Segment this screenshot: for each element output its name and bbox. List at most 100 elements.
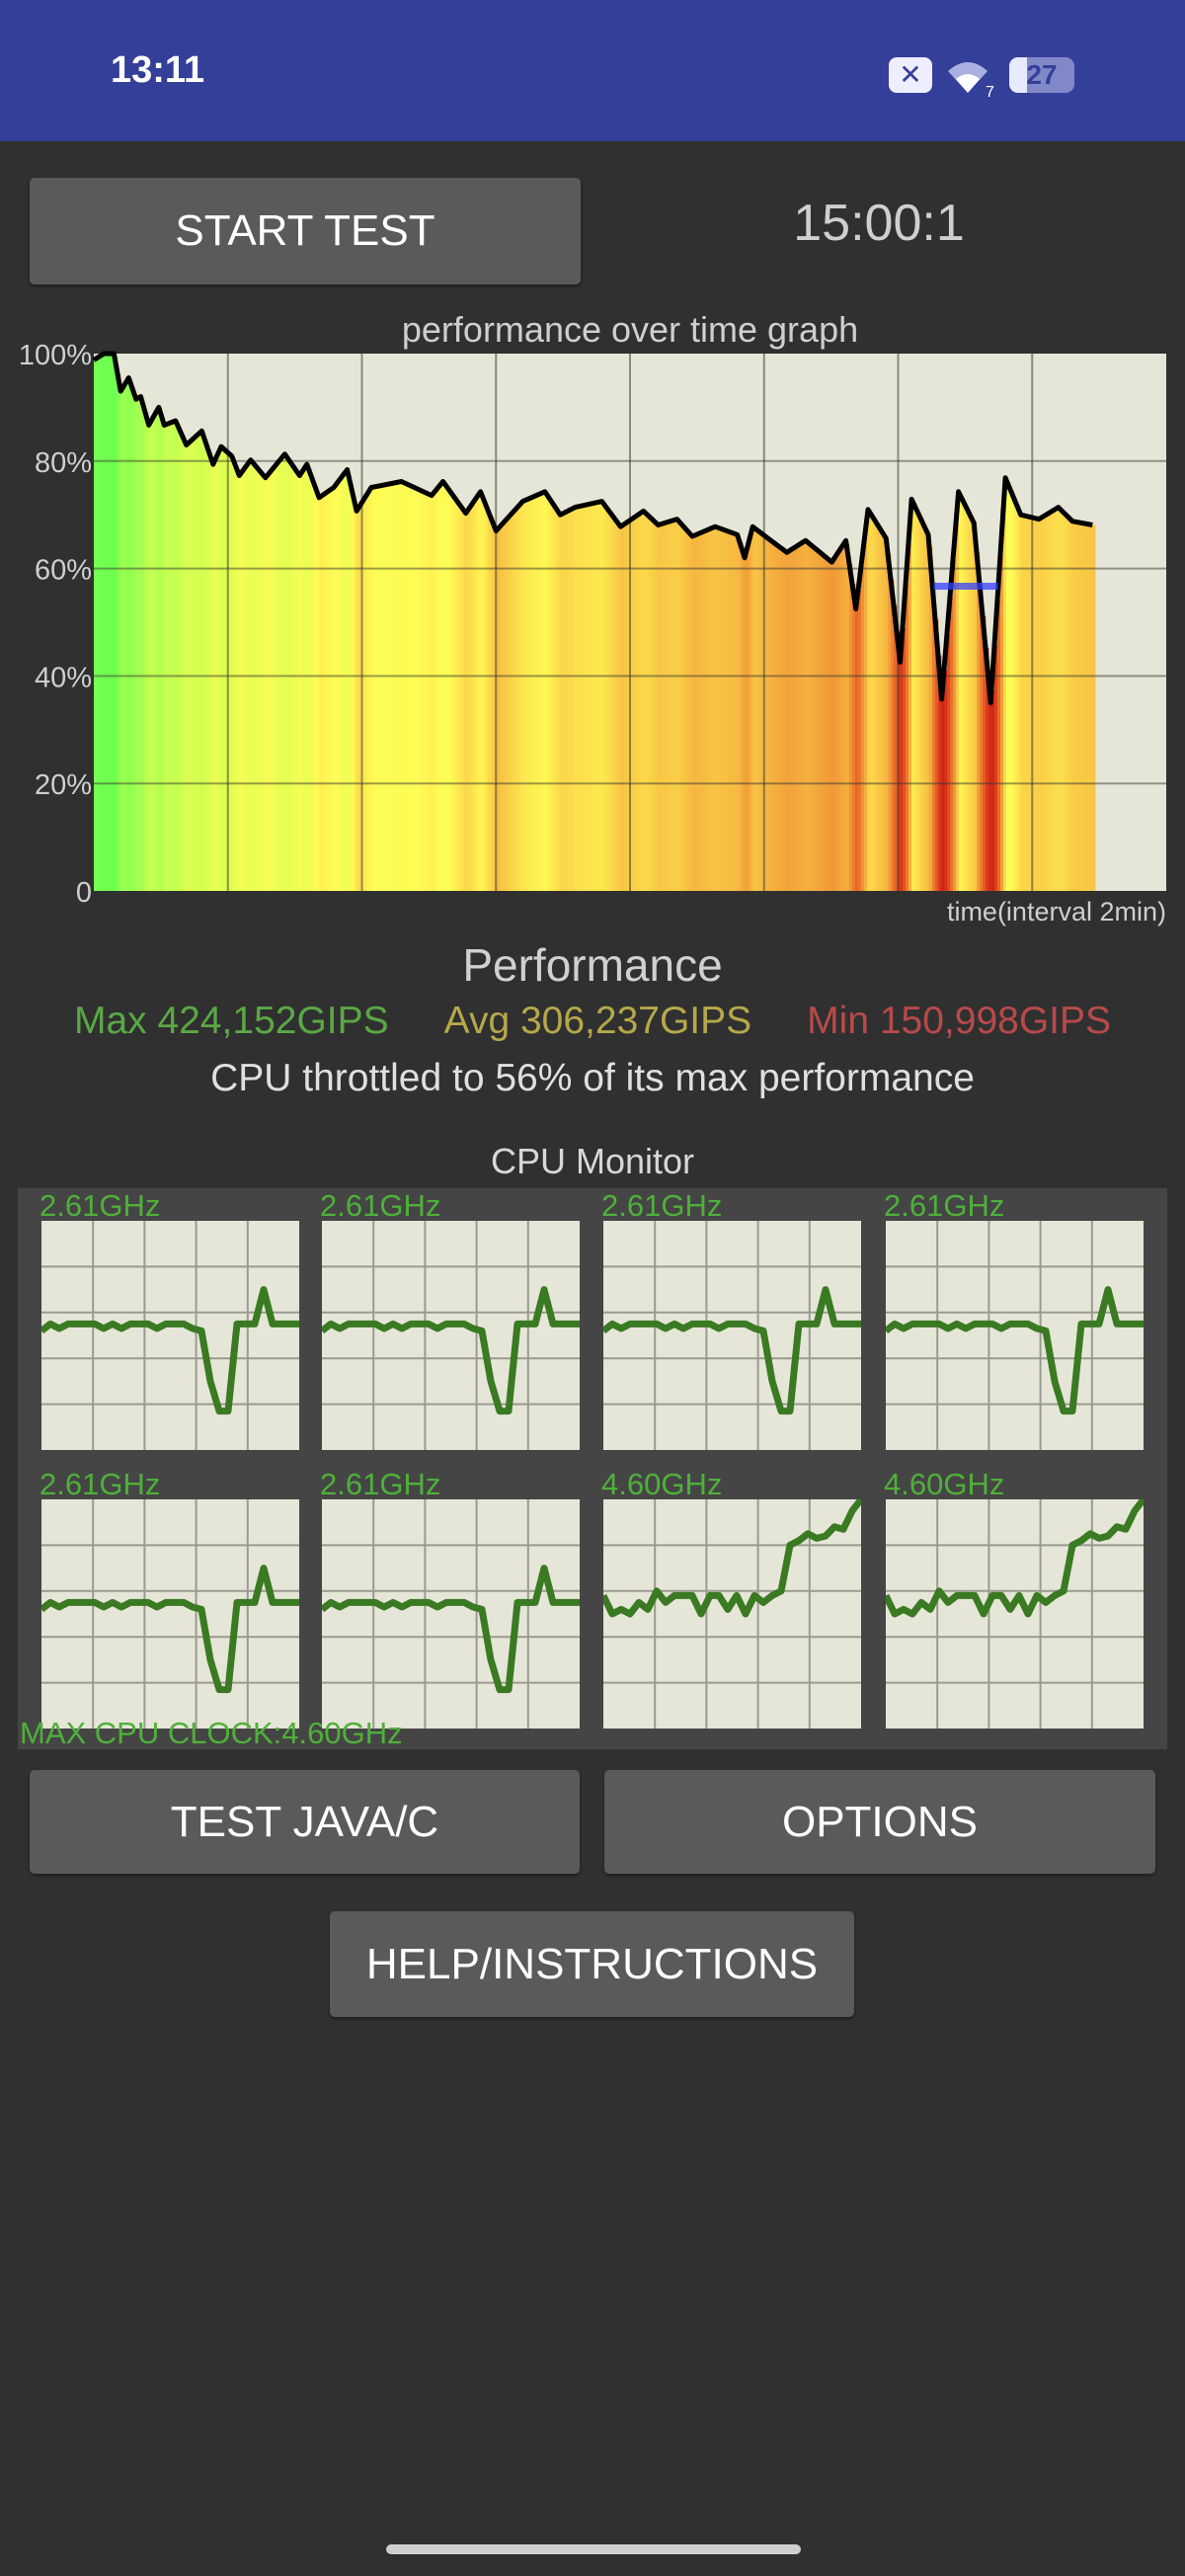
performance-bar	[440, 484, 444, 891]
performance-bar	[538, 494, 542, 891]
performance-bar	[707, 529, 711, 891]
performance-bar	[885, 536, 889, 891]
performance-bar	[932, 582, 936, 891]
performance-bar	[1018, 508, 1022, 891]
performance-bar	[1012, 494, 1016, 891]
performance-bar	[944, 670, 948, 891]
performance-bar	[621, 525, 625, 891]
performance-bar	[858, 590, 862, 891]
performance-bar	[195, 437, 198, 891]
performance-bar	[559, 513, 563, 891]
performance-bar	[512, 514, 515, 891]
performance-bar	[470, 507, 474, 891]
performance-bar	[1000, 554, 1004, 891]
performance-bar	[446, 486, 450, 891]
performance-bar	[713, 527, 717, 891]
performance-bar	[997, 600, 1001, 891]
performance-bar	[926, 530, 930, 891]
performance-bar	[497, 529, 501, 891]
performance-bar	[1051, 512, 1055, 891]
performance-bar	[834, 557, 838, 891]
performance-bar	[674, 520, 678, 891]
performance-bar	[248, 463, 252, 891]
y-tick-label: 40%	[35, 662, 92, 693]
performance-bar	[867, 517, 871, 891]
performance-bar	[316, 489, 320, 891]
performance-bar	[669, 522, 672, 891]
home-indicator[interactable]	[386, 2544, 801, 2554]
performance-bar	[719, 527, 723, 891]
performance-bar	[322, 495, 326, 891]
performance-bar	[722, 528, 726, 891]
performance-bar	[491, 518, 495, 891]
options-button[interactable]: OPTIONS	[604, 1770, 1155, 1874]
performance-bar	[189, 443, 193, 891]
performance-bar	[319, 497, 323, 891]
performance-bar	[953, 559, 957, 891]
performance-bar	[402, 481, 406, 891]
performance-bar	[449, 490, 453, 891]
performance-bar	[420, 490, 424, 891]
performance-bar	[283, 455, 287, 891]
performance-bar	[983, 615, 987, 891]
performance-bar	[390, 483, 394, 891]
performance-bar	[126, 381, 130, 892]
y-tick-label: 100%	[19, 340, 92, 371]
core-graph-bg	[322, 1221, 580, 1450]
performance-bar	[615, 519, 619, 891]
core-graph-bg	[886, 1221, 1144, 1450]
performance-bar	[959, 492, 963, 891]
performance-bar	[500, 526, 504, 891]
performance-bar	[1045, 515, 1049, 891]
performance-bar	[408, 484, 412, 891]
avg-stat: Avg 306,237GIPS	[443, 1000, 752, 1042]
performance-bar	[947, 633, 951, 891]
performance-bar	[746, 554, 750, 891]
performance-bar	[680, 523, 684, 891]
performance-bar	[455, 498, 459, 891]
performance-bar	[829, 559, 832, 891]
performance-bar	[349, 475, 353, 891]
help-instructions-button[interactable]: HELP/INSTRUCTIONS	[330, 1911, 854, 2017]
performance-bar	[784, 550, 788, 891]
start-test-button[interactable]: START TEST	[30, 178, 581, 284]
performance-bar	[820, 551, 824, 891]
performance-bar	[672, 521, 675, 891]
performance-bar	[526, 500, 530, 891]
performance-bar	[710, 528, 714, 891]
performance-bar	[313, 481, 317, 891]
performance-bar	[991, 689, 995, 891]
performance-bar	[760, 532, 764, 891]
performance-bar	[266, 477, 270, 891]
performance-bar	[882, 531, 886, 891]
performance-bar	[743, 551, 747, 891]
performance-bar	[100, 356, 104, 892]
performance-bar	[754, 527, 758, 891]
performance-bar	[544, 492, 548, 891]
performance-bar	[586, 505, 590, 891]
performance-bar	[106, 354, 110, 891]
performance-bar	[846, 543, 850, 891]
performance-bar	[384, 484, 388, 891]
performance-bar	[417, 488, 421, 891]
performance-bar	[1027, 516, 1031, 891]
performance-bar	[221, 446, 225, 891]
performance-bar	[230, 454, 234, 891]
cpu-monitor-title: CPU Monitor	[490, 1141, 695, 1181]
y-tick-label: 0	[76, 877, 92, 909]
performance-bar	[974, 522, 978, 891]
performance-bar	[165, 425, 169, 891]
test-java-c-button[interactable]: TEST JAVA/C	[30, 1770, 580, 1874]
performance-bar	[923, 523, 927, 891]
performance-bar	[808, 542, 812, 891]
performance-bar	[920, 518, 924, 891]
performance-bar	[426, 492, 430, 891]
performance-bar	[138, 397, 142, 891]
y-tick-label: 80%	[35, 447, 92, 479]
performance-bar	[295, 469, 299, 891]
core-frequency-label: 2.61GHz	[40, 1188, 161, 1223]
performance-bar	[1021, 515, 1025, 891]
performance-bar	[275, 466, 278, 891]
performance-bar	[574, 508, 578, 891]
performance-bar	[239, 474, 243, 891]
